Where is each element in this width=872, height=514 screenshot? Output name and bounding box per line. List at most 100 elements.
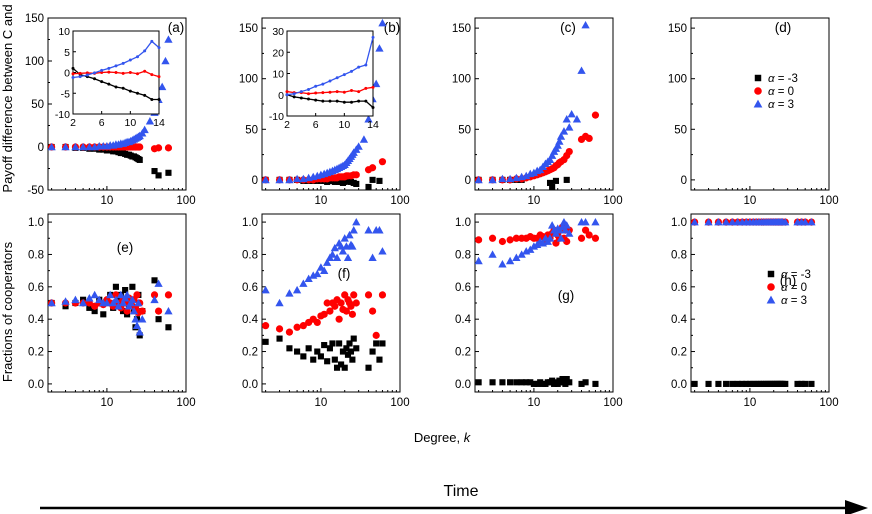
panel-f-point xyxy=(344,351,352,358)
panel-f-point xyxy=(304,274,313,283)
panel-g-point xyxy=(562,221,571,229)
inset-point xyxy=(307,97,310,101)
panel-b-inset-frame xyxy=(286,30,374,117)
panel-d-legend: α = -3α = 0α = 3 xyxy=(753,73,798,111)
panel-a-point xyxy=(48,142,56,151)
panel-g-point xyxy=(591,234,600,242)
panel-c: 0 50 100 150 10 100 (c) xyxy=(452,17,623,207)
panel-b-point xyxy=(369,176,376,183)
panel-f-point xyxy=(340,234,349,242)
panel-e-ytick-label: 0.4 xyxy=(28,314,45,326)
panel-f-point xyxy=(338,247,348,255)
panel-e-point xyxy=(154,307,163,315)
panel-g-ytick-label: 0.6 xyxy=(455,282,471,294)
panel-f-data xyxy=(262,217,387,371)
panel-e-point xyxy=(91,308,98,315)
panel-f-point xyxy=(347,348,355,355)
panel-g-point xyxy=(498,237,507,246)
legend-marker xyxy=(767,270,775,278)
panel-b: 0 50 100 150 10 100 (b) -10 0 10 20 30 2 6 10 14 xyxy=(239,17,410,207)
panel-f-point xyxy=(337,299,345,307)
panel-b-point xyxy=(292,174,302,183)
panel-e-point xyxy=(86,304,93,311)
panel-a-point xyxy=(61,142,70,151)
panel-a-xtick-label: 10 xyxy=(101,195,114,207)
panel-c-point xyxy=(475,175,483,184)
panel-f-point xyxy=(313,269,322,278)
inset-xtick-label: 6 xyxy=(313,119,319,131)
panel-e-xtick-label: 100 xyxy=(176,397,195,409)
panel-g-point xyxy=(563,375,570,383)
inset-point xyxy=(350,89,353,92)
panel-b-ytick-label: 0 xyxy=(252,175,258,187)
panel-g-point xyxy=(506,236,514,244)
panel-e-point xyxy=(122,290,132,299)
inset-point xyxy=(357,90,361,94)
inset-point xyxy=(71,66,75,70)
panel-g-point xyxy=(488,234,497,242)
panel-h-point xyxy=(728,217,737,226)
panel-b-point xyxy=(368,164,377,172)
panel-g-point xyxy=(577,234,586,242)
inset-point xyxy=(136,55,139,59)
panel-f-point xyxy=(285,289,294,297)
panel-g-point xyxy=(488,250,497,258)
panel-g-point xyxy=(513,379,520,386)
inset-ytick-label: 20 xyxy=(272,47,284,59)
panel-g-point xyxy=(563,237,571,246)
panel-d-ytick-label: 100 xyxy=(668,74,687,86)
panel-g-point xyxy=(585,231,593,239)
panel-f-point xyxy=(368,307,377,315)
panel-b-ytick-label: 150 xyxy=(239,23,258,35)
inset-point xyxy=(285,93,289,97)
panel-a-data xyxy=(48,35,173,179)
panel-g-point xyxy=(547,221,557,229)
panel-g-ytick-label: 0.4 xyxy=(455,314,472,326)
inset-point xyxy=(364,63,368,67)
panel-e-data xyxy=(48,277,173,339)
panel-b-point xyxy=(372,79,381,88)
panel-f-point xyxy=(286,345,293,352)
inset-point xyxy=(121,61,125,65)
panel-b-point xyxy=(375,44,384,52)
panel-g-point xyxy=(475,236,483,244)
panel-e-ytick-label: 0.2 xyxy=(28,347,44,359)
legend-value: = -3 xyxy=(788,269,811,281)
panel-h-point xyxy=(691,217,699,226)
inset-point xyxy=(321,99,325,103)
panel-e-point xyxy=(95,295,104,304)
panel-c-point xyxy=(522,171,531,180)
panel-f-point xyxy=(350,335,357,342)
panel-f-point xyxy=(276,335,283,342)
legend-value: = 3 xyxy=(788,295,808,307)
legend-label: α = -3 xyxy=(781,269,811,281)
panel-c-point xyxy=(565,147,573,156)
y-label-bottom: Fractions of cooperators xyxy=(0,241,15,382)
inset-point xyxy=(321,82,325,86)
panel-f-point xyxy=(314,348,321,355)
inset-xtick-label: 6 xyxy=(99,117,105,129)
panel-f-point xyxy=(326,345,333,352)
inset-point xyxy=(328,79,332,83)
panel-c-point xyxy=(565,123,574,131)
panel-f-point xyxy=(262,285,270,294)
panel-e-point xyxy=(150,295,159,304)
panel-g-point xyxy=(582,379,589,386)
panel-g-point xyxy=(475,379,482,386)
panel-f-point xyxy=(320,266,329,274)
panel-b-ytick-label: 100 xyxy=(239,74,258,86)
panel-e-xtick-label: 10 xyxy=(101,397,114,409)
panel-f-point xyxy=(320,310,328,318)
inset-point xyxy=(335,90,339,94)
inset-ytick-label: -10 xyxy=(55,109,70,121)
panel-c-point xyxy=(547,151,557,159)
inset-point xyxy=(328,99,332,103)
panel-f-point xyxy=(310,356,317,363)
panel-e-point xyxy=(118,298,128,307)
panel-g-point xyxy=(507,379,514,386)
panel-f-point xyxy=(313,318,321,327)
panel-g-point xyxy=(556,234,566,242)
legend-symbol: α xyxy=(768,86,775,98)
panel-f-point xyxy=(285,328,294,336)
legend-value: = 3 xyxy=(775,99,795,111)
